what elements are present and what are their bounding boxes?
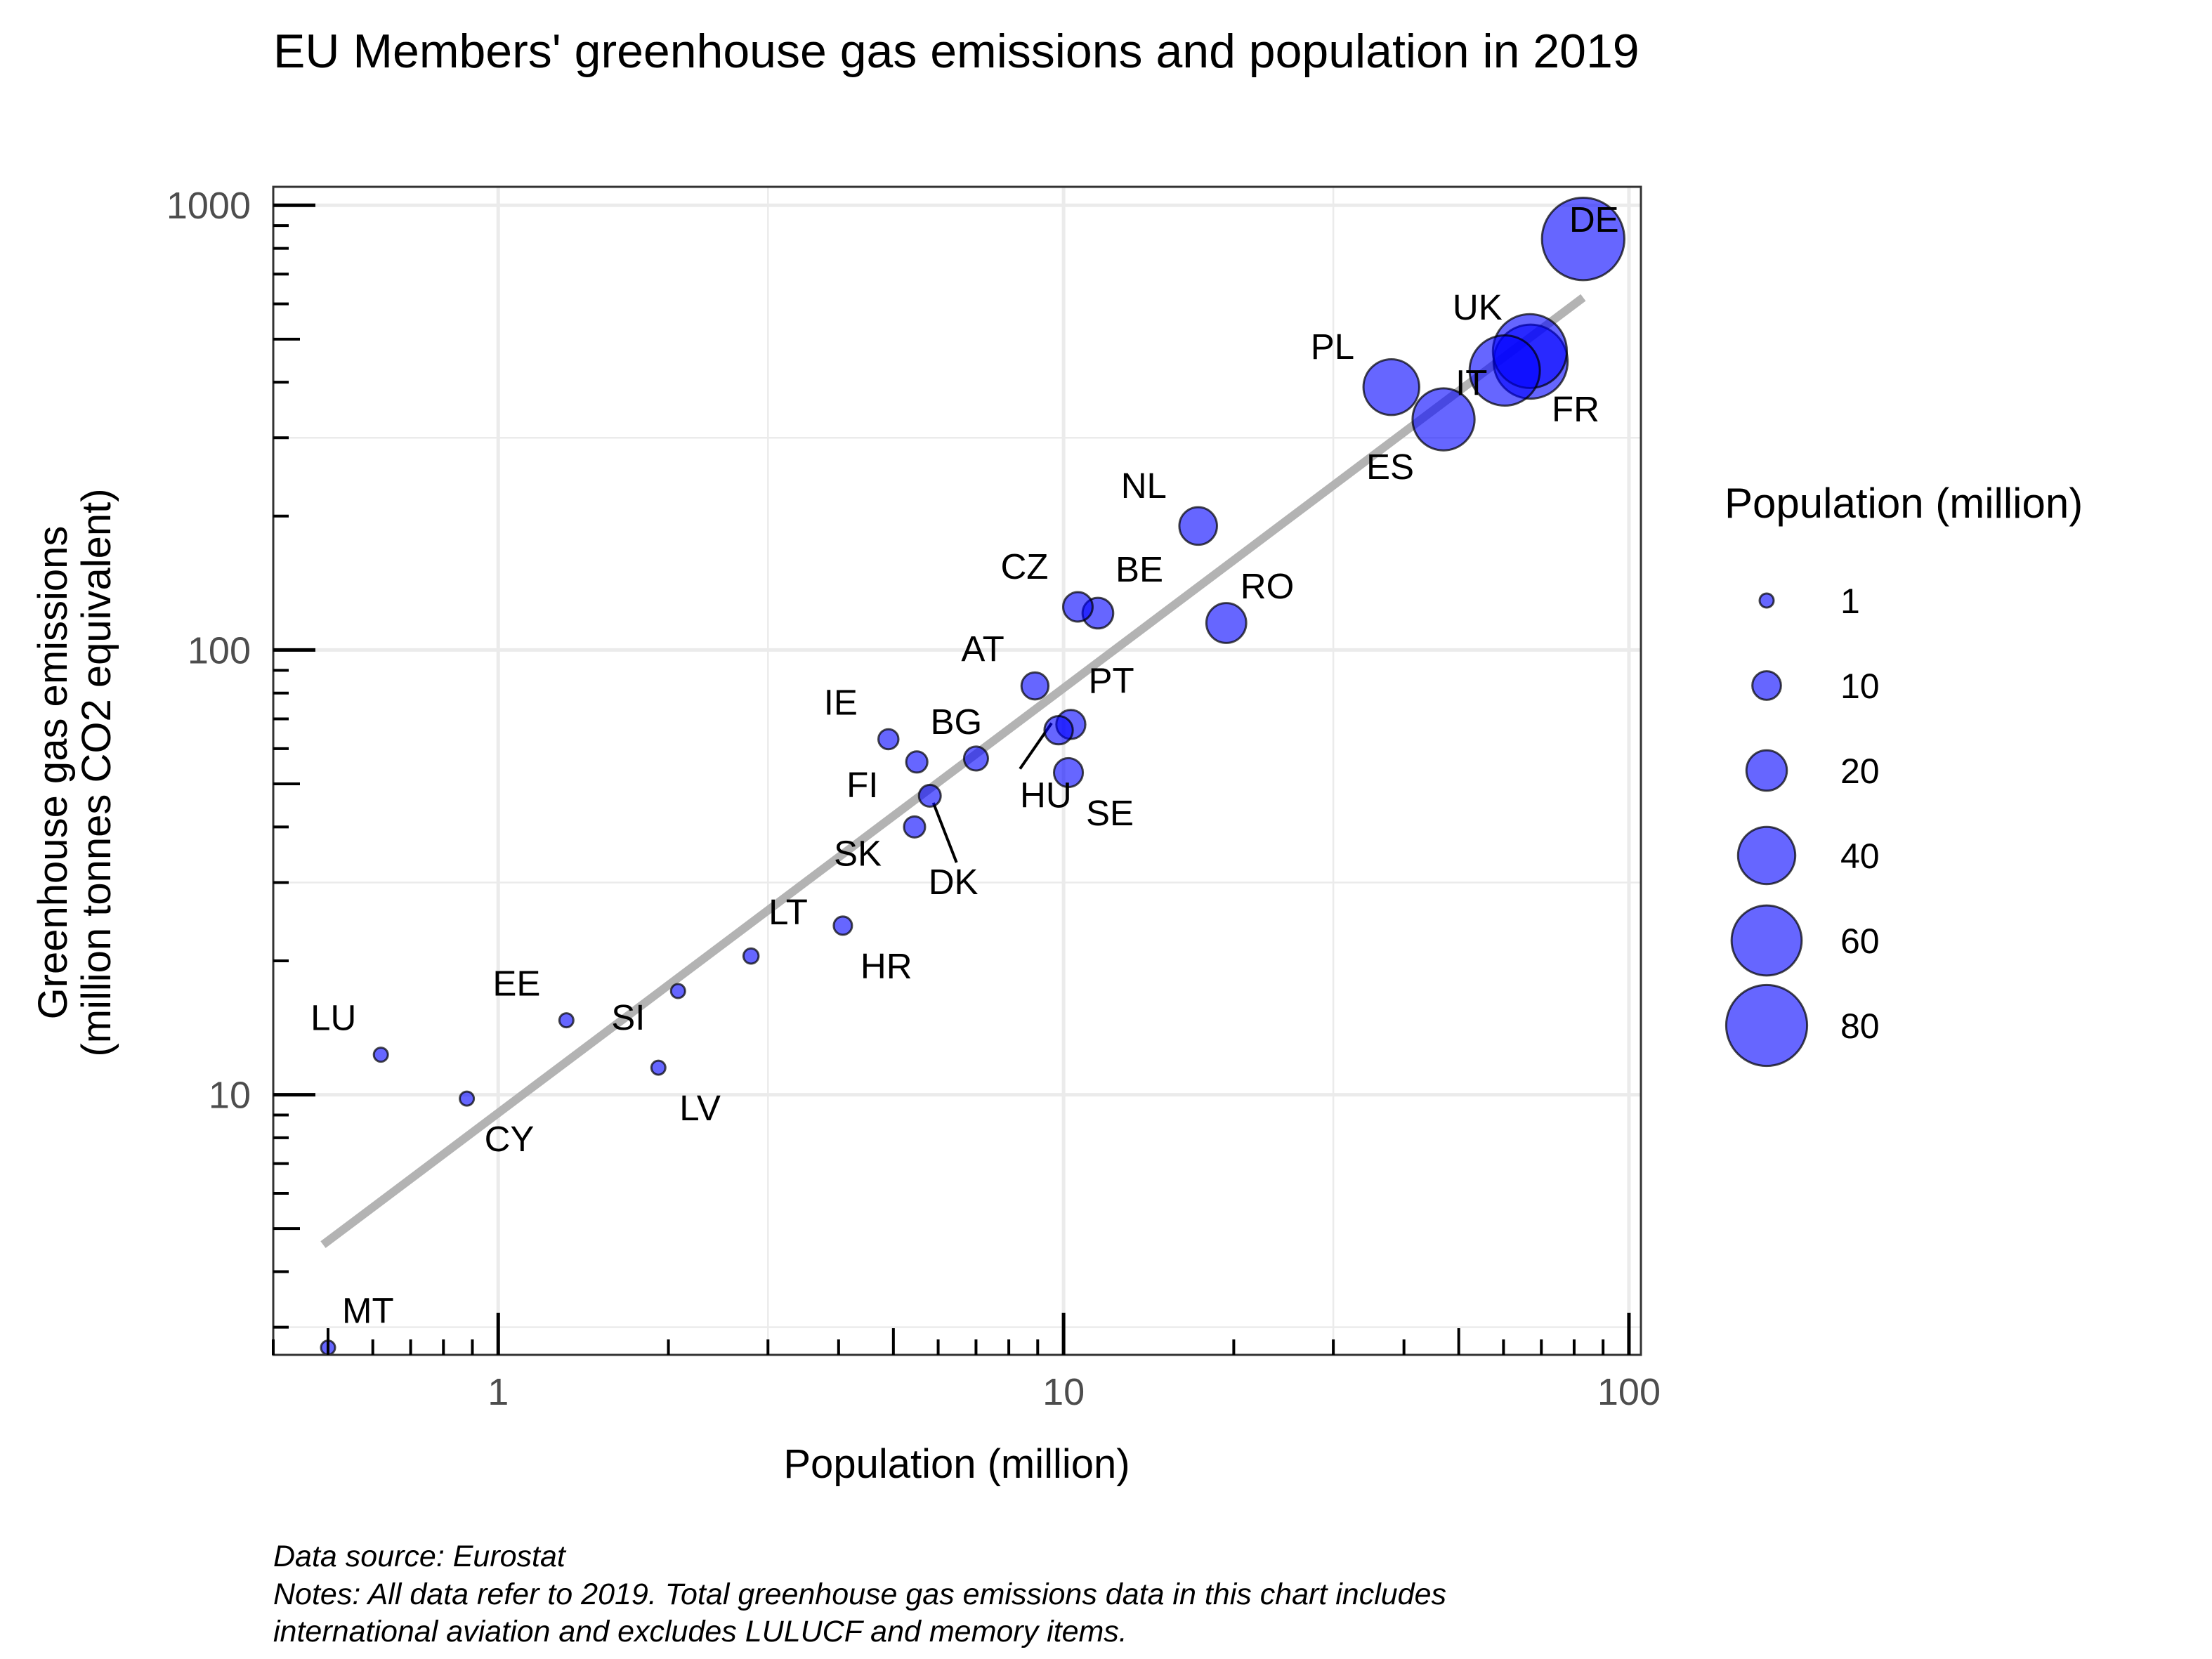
- legend-label-1: 1: [1840, 582, 1860, 621]
- point-it: [1468, 334, 1541, 407]
- point-labels: DE UK FR IT PL ES NL RO CZ BE AT PT HU SE IE BG FI DK SK HR…: [310, 199, 1618, 1330]
- legend-label-60: 60: [1840, 922, 1880, 961]
- point-label-at: AT: [961, 629, 1004, 669]
- point-label-bg: BG: [930, 702, 982, 742]
- point-label-se: SE: [1086, 793, 1134, 833]
- point-label-ro: RO: [1241, 566, 1295, 606]
- point-label-si: SI: [611, 997, 645, 1037]
- legend-key-40: [1736, 825, 1797, 886]
- point-label-hu: HU: [1020, 775, 1072, 815]
- legend-key-60: [1730, 904, 1803, 977]
- caption-notes-line2: international aviation and excludes LULU…: [273, 1615, 1127, 1648]
- point-label-lu: LU: [310, 998, 356, 1038]
- point-de: [1540, 196, 1625, 282]
- point-cz: [1062, 591, 1094, 623]
- point-label-be: BE: [1115, 549, 1163, 589]
- caption: Data source: Eurostat Notes: All data re…: [273, 1540, 1446, 1648]
- point-label-pl: PL: [1311, 327, 1354, 367]
- y-axis-title: Greenhouse gas emissions (million tonnes…: [30, 488, 119, 1056]
- point-label-cy: CY: [485, 1119, 535, 1159]
- connector-dk: [931, 802, 958, 863]
- caption-notes-line1: Notes: All data refer to 2019. Total gre…: [273, 1578, 1446, 1611]
- plot-area: DE UK FR IT PL ES NL RO CZ BE AT PT HU SE IE BG FI DK SK HR…: [272, 185, 1642, 1356]
- point-label-uk: UK: [1453, 287, 1503, 327]
- point-lt: [742, 947, 760, 965]
- point-ee: [558, 1012, 575, 1029]
- trend-line: [320, 294, 1586, 1248]
- point-label-it: IT: [1455, 363, 1487, 403]
- point-pl: [1362, 358, 1420, 417]
- point-lv: [650, 1059, 667, 1076]
- point-se: [1052, 756, 1085, 789]
- y-tick-label: 1000: [166, 185, 251, 227]
- point-dk: [917, 784, 942, 808]
- point-fi: [905, 750, 929, 774]
- data-points: [320, 196, 1625, 1356]
- y-axis-title-line1: Greenhouse gas emissions: [30, 526, 76, 1020]
- point-label-ie: IE: [824, 682, 858, 722]
- x-tick-label: 10: [1042, 1371, 1085, 1413]
- point-label-fr: FR: [1552, 389, 1599, 429]
- legend-label-10: 10: [1840, 667, 1880, 706]
- x-axis: 1 10 100: [272, 1313, 1661, 1413]
- point-label-es: ES: [1366, 447, 1414, 487]
- legend-items: 1 10 20 40 60 80: [1725, 582, 1880, 1068]
- point-label-fi: FI: [846, 765, 878, 805]
- legend-key-10: [1751, 670, 1782, 701]
- point-label-mt: MT: [342, 1291, 394, 1331]
- point-label-pt: PT: [1088, 660, 1134, 700]
- point-lu: [372, 1047, 389, 1063]
- chart-title: EU Members' greenhouse gas emissions and…: [273, 25, 1640, 78]
- y-tick-label: 10: [209, 1075, 251, 1117]
- point-hr: [832, 915, 853, 936]
- point-label-ee: EE: [492, 964, 540, 1004]
- point-label-lv: LV: [679, 1088, 721, 1128]
- point-bg: [962, 745, 989, 772]
- x-tick-label: 1: [487, 1371, 509, 1413]
- point-label-cz: CZ: [1000, 546, 1048, 586]
- point-nl: [1178, 506, 1218, 546]
- y-axis: 10 100 1000: [166, 185, 315, 1329]
- y-tick-label: 100: [188, 629, 251, 671]
- point-es: [1411, 387, 1476, 452]
- legend: Population (million) 1 10 20 40 60 80: [1725, 480, 2083, 1068]
- legend-title: Population (million): [1725, 480, 2083, 527]
- point-sk: [903, 815, 927, 839]
- x-tick-label: 100: [1597, 1371, 1661, 1413]
- legend-label-80: 80: [1840, 1006, 1880, 1046]
- point-label-hr: HR: [860, 946, 912, 986]
- point-ie: [877, 728, 900, 751]
- caption-source: Data source: Eurostat: [273, 1540, 567, 1573]
- point-label-dk: DK: [929, 862, 979, 902]
- point-label-sk: SK: [834, 833, 882, 873]
- y-axis-title-line2: (million tonnes CO2 equivalent): [74, 488, 119, 1056]
- legend-key-20: [1745, 749, 1788, 792]
- legend-key-80: [1725, 983, 1809, 1068]
- point-hu: [1043, 714, 1074, 746]
- plot-border: [272, 185, 1642, 1356]
- legend-label-20: 20: [1840, 752, 1880, 791]
- point-label-nl: NL: [1121, 466, 1167, 506]
- x-axis-title: Population (million): [783, 1441, 1130, 1487]
- legend-label-40: 40: [1840, 837, 1880, 876]
- point-si: [669, 983, 686, 999]
- point-at: [1020, 671, 1050, 701]
- point-label-de: DE: [1569, 199, 1619, 240]
- point-ro: [1205, 602, 1248, 644]
- legend-key-1: [1758, 592, 1775, 609]
- point-cy: [459, 1090, 476, 1107]
- point-label-lt: LT: [768, 892, 808, 932]
